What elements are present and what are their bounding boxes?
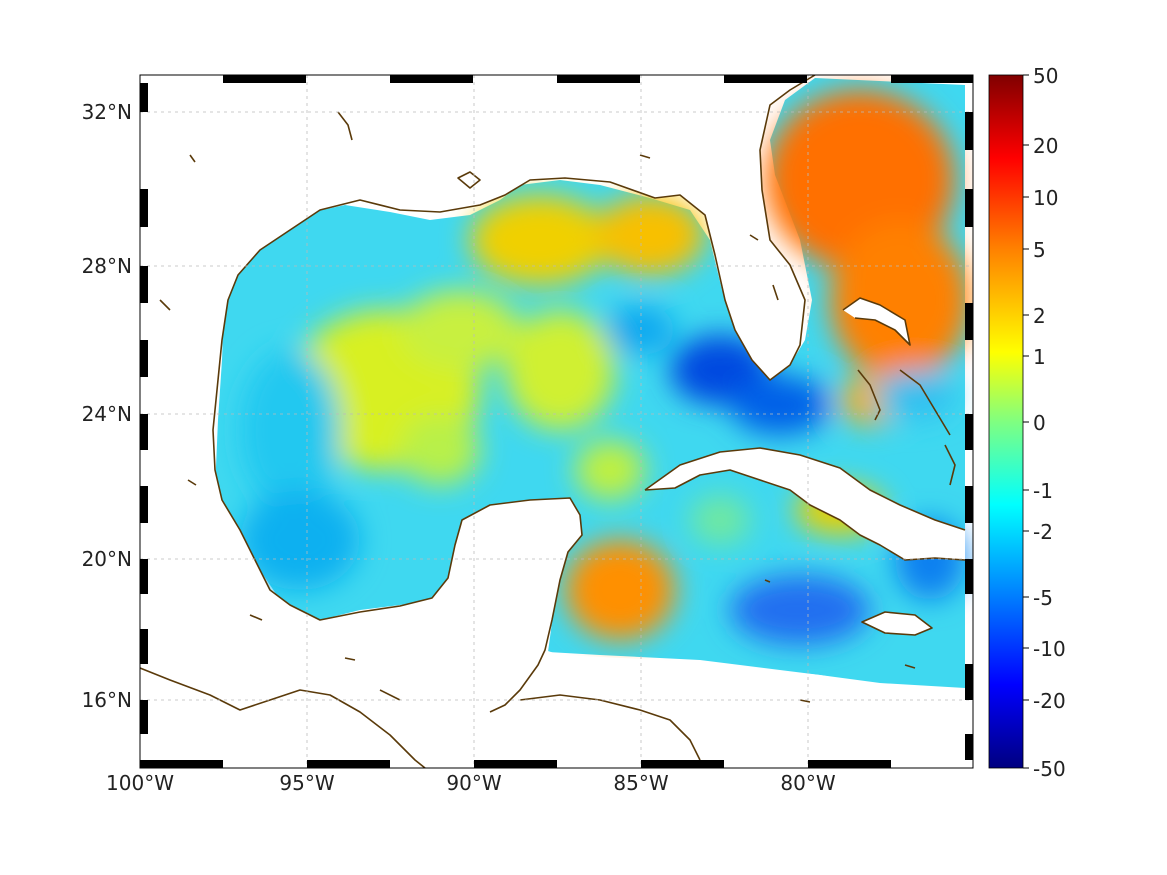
colorbar-tick-label: -1 <box>1033 479 1053 503</box>
map-plot-area <box>140 75 973 768</box>
colorbar-tick-label: -20 <box>1033 689 1066 713</box>
colorbar-tick-label: 5 <box>1033 238 1046 262</box>
lon-tick-label: 80°W <box>780 771 835 795</box>
colorbar-gradient <box>988 74 1024 769</box>
map-gridlines <box>140 75 973 768</box>
colorbar-tick-label: 0 <box>1033 411 1046 435</box>
colorbar-tick-label: 2 <box>1033 304 1046 328</box>
frame-left <box>140 83 148 734</box>
colorbar-tick-label: -2 <box>1033 520 1053 544</box>
lat-tick-label: 24°N <box>82 402 132 426</box>
land-mask <box>140 75 965 768</box>
map-frame <box>139 74 974 769</box>
gulf-field <box>215 78 970 690</box>
lat-tick-label: 20°N <box>82 547 132 571</box>
colorbar-ticks <box>1023 74 1029 769</box>
colorbar-tick-label: -50 <box>1033 757 1066 781</box>
colorbar-tick-label: 50 <box>1033 64 1058 88</box>
frame-top <box>223 75 973 83</box>
colorbar-tick-label: 10 <box>1033 186 1058 210</box>
lat-tick-label: 16°N <box>82 688 132 712</box>
coastlines <box>140 75 966 768</box>
lon-tick-label: 85°W <box>613 771 668 795</box>
frame-right <box>965 112 973 760</box>
colorbar-tick-label: 1 <box>1033 345 1046 369</box>
colorbar-tick-label: 20 <box>1033 134 1058 158</box>
lat-tick-label: 32°N <box>82 100 132 124</box>
longitude-labels: 100°W 95°W 90°W 85°W 80°W <box>106 771 836 795</box>
lon-tick-label: 90°W <box>446 771 501 795</box>
lon-tick-label: 95°W <box>279 771 334 795</box>
frame-bottom <box>140 760 891 768</box>
lon-tick-label: 100°W <box>106 771 174 795</box>
colorbar: 50 20 10 5 2 1 0 -1 -2 -5 -10 -20 -50 <box>988 64 1066 781</box>
lat-tick-label: 28°N <box>82 254 132 278</box>
latitude-labels: 32°N 28°N 24°N 20°N 16°N <box>82 100 132 712</box>
colorbar-tick-label: -10 <box>1033 637 1066 661</box>
colorbar-tick-label: -5 <box>1033 586 1053 610</box>
